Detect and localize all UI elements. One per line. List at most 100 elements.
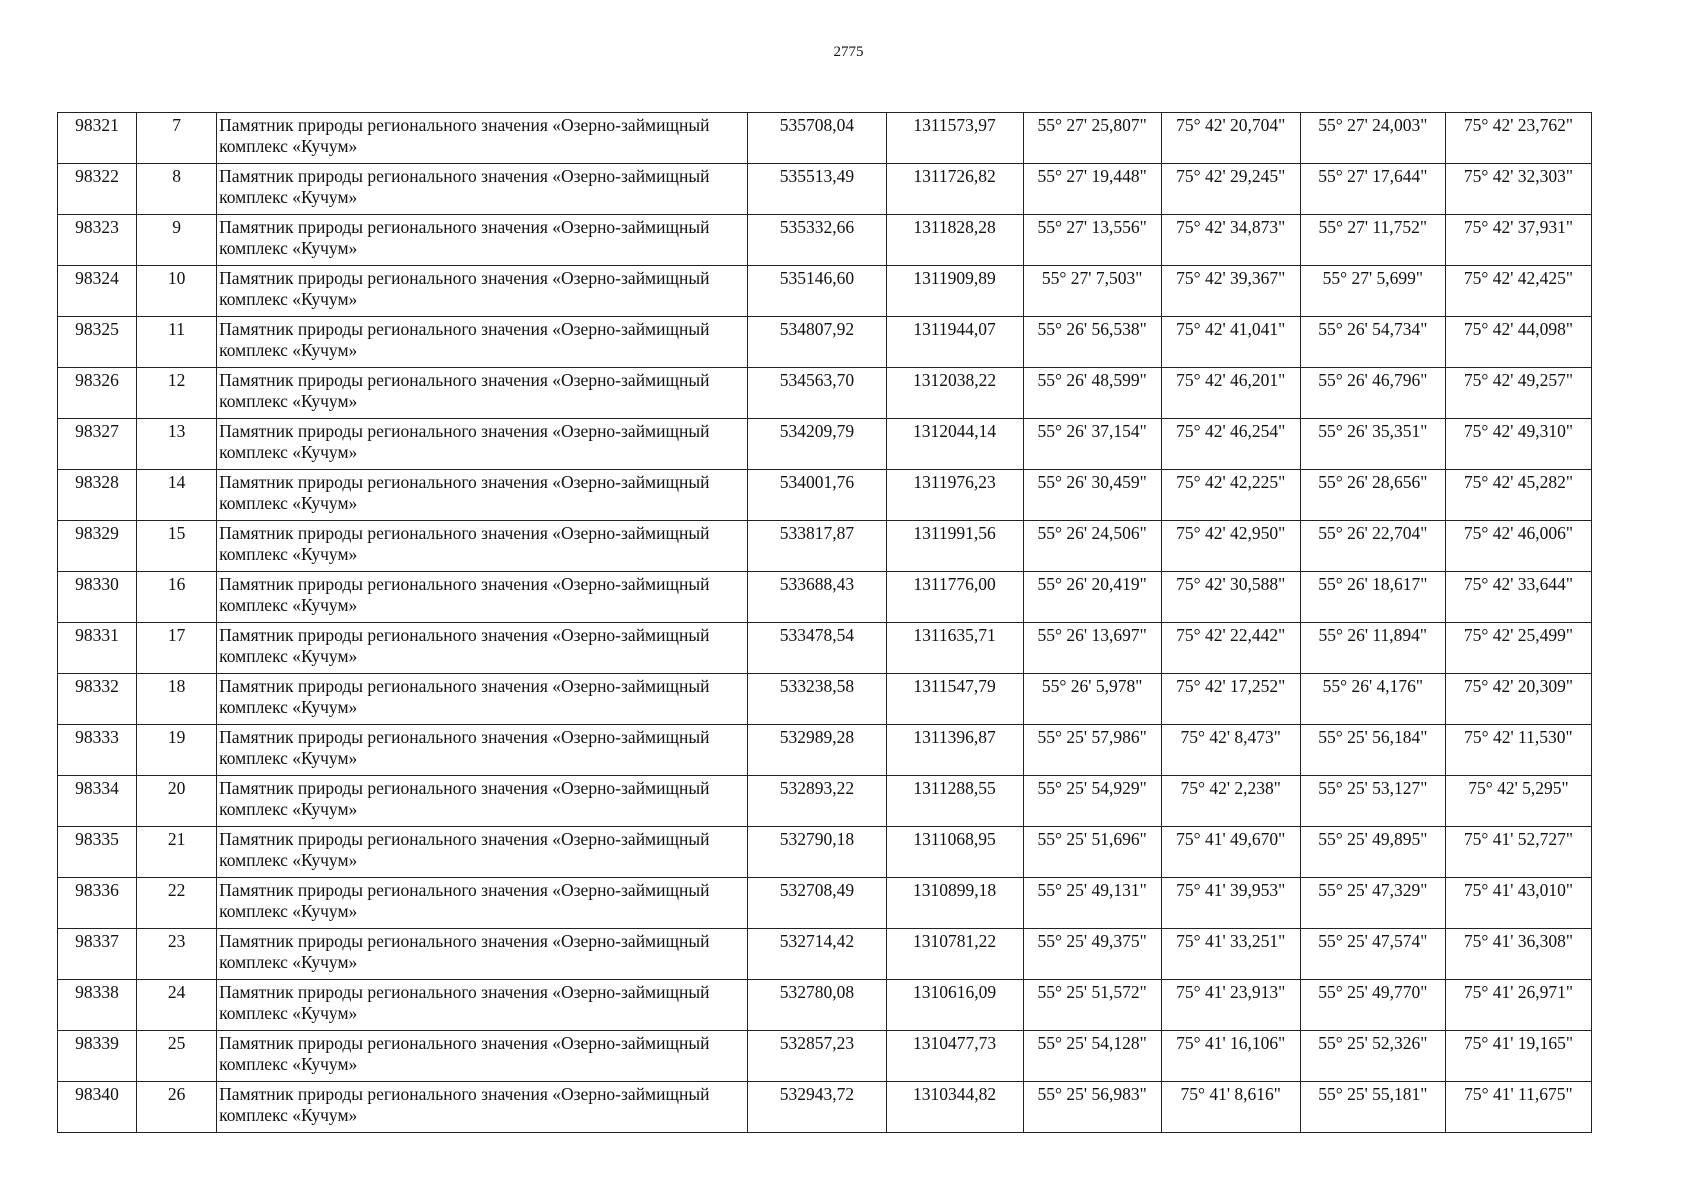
table-row: 98324 10 Памятник природы регионального зн… xyxy=(56,265,1593,317)
object-name-cell: Памятник природы регионального значения … xyxy=(216,826,749,878)
x-coordinate-cell: 532790,18 xyxy=(747,826,887,878)
x-coordinate-cell: 535513,49 xyxy=(747,163,887,215)
table-row: 98328 14 Памятник природы регионального зн… xyxy=(56,469,1593,521)
longitude-2-cell: 75° 42' 49,310" xyxy=(1444,418,1593,470)
object-name-cell: Памятник природы регионального значения … xyxy=(216,265,749,317)
longitude-1-cell: 75° 41' 49,670" xyxy=(1160,826,1301,878)
longitude-1-cell: 75° 42' 29,245" xyxy=(1160,163,1301,215)
latitude-2-cell: 55° 27' 5,699" xyxy=(1299,265,1446,317)
longitude-2-cell: 75° 41' 36,308" xyxy=(1444,928,1593,980)
object-name-cell: Памятник природы регионального значения … xyxy=(216,367,749,419)
point-number-cell: 13 xyxy=(136,418,218,470)
longitude-2-cell: 75° 41' 43,010" xyxy=(1444,877,1593,929)
y-coordinate-cell: 1311909,89 xyxy=(885,265,1024,317)
latitude-2-cell: 55° 26' 54,734" xyxy=(1299,316,1446,368)
point-number-cell: 20 xyxy=(136,775,218,827)
object-name-cell: Памятник природы регионального значения … xyxy=(216,214,749,266)
longitude-1-cell: 75° 41' 39,953" xyxy=(1160,877,1301,929)
coordinates-table: 98321 7 Памятник природы регионального зна… xyxy=(56,112,1593,1133)
x-coordinate-cell: 532780,08 xyxy=(747,979,887,1031)
object-name-cell: Памятник природы регионального значения … xyxy=(216,163,749,215)
table-row: 98335 21 Памятник природы регионального зн… xyxy=(56,826,1593,878)
latitude-2-cell: 55° 25' 49,895" xyxy=(1299,826,1446,878)
latitude-2-cell: 55° 25' 52,326" xyxy=(1299,1030,1446,1082)
object-name-cell: Памятник природы регионального значения … xyxy=(216,622,749,674)
x-coordinate-cell: 534807,92 xyxy=(747,316,887,368)
y-coordinate-cell: 1311828,28 xyxy=(885,214,1024,266)
latitude-2-cell: 55° 27' 17,644" xyxy=(1299,163,1446,215)
longitude-1-cell: 75° 42' 30,588" xyxy=(1160,571,1301,623)
table-row: 98329 15 Памятник природы регионального зн… xyxy=(56,520,1593,572)
point-number-cell: 11 xyxy=(136,316,218,368)
y-coordinate-cell: 1311944,07 xyxy=(885,316,1024,368)
longitude-2-cell: 75° 42' 46,006" xyxy=(1444,520,1593,572)
point-number-cell: 18 xyxy=(136,673,218,725)
longitude-1-cell: 75° 42' 42,225" xyxy=(1160,469,1301,521)
table-row: 98326 12 Памятник природы регионального зн… xyxy=(56,367,1593,419)
point-number-cell: 15 xyxy=(136,520,218,572)
record-id-cell: 98337 xyxy=(56,928,138,980)
table-row: 98338 24 Памятник природы регионального зн… xyxy=(56,979,1593,1031)
latitude-2-cell: 55° 26' 46,796" xyxy=(1299,367,1446,419)
object-name-cell: Памятник природы регионального значения … xyxy=(216,724,749,776)
x-coordinate-cell: 532714,42 xyxy=(747,928,887,980)
latitude-1-cell: 55° 27' 25,807" xyxy=(1022,112,1162,164)
table-row: 98331 17 Памятник природы регионального зн… xyxy=(56,622,1593,674)
longitude-1-cell: 75° 42' 17,252" xyxy=(1160,673,1301,725)
longitude-1-cell: 75° 42' 42,950" xyxy=(1160,520,1301,572)
table-row: 98336 22 Памятник природы регионального зн… xyxy=(56,877,1593,929)
latitude-2-cell: 55° 25' 56,184" xyxy=(1299,724,1446,776)
longitude-2-cell: 75° 42' 20,309" xyxy=(1444,673,1593,725)
point-number-cell: 9 xyxy=(136,214,218,266)
y-coordinate-cell: 1311288,55 xyxy=(885,775,1024,827)
point-number-cell: 14 xyxy=(136,469,218,521)
longitude-2-cell: 75° 42' 25,499" xyxy=(1444,622,1593,674)
table-row: 98340 26 Памятник природы регионального зн… xyxy=(56,1081,1593,1133)
record-id-cell: 98338 xyxy=(56,979,138,1031)
point-number-cell: 10 xyxy=(136,265,218,317)
x-coordinate-cell: 534209,79 xyxy=(747,418,887,470)
latitude-1-cell: 55° 26' 24,506" xyxy=(1022,520,1162,572)
table-row: 98334 20 Памятник природы регионального зн… xyxy=(56,775,1593,827)
latitude-1-cell: 55° 26' 5,978" xyxy=(1022,673,1162,725)
point-number-cell: 23 xyxy=(136,928,218,980)
longitude-1-cell: 75° 42' 8,473" xyxy=(1160,724,1301,776)
longitude-1-cell: 75° 42' 2,238" xyxy=(1160,775,1301,827)
longitude-2-cell: 75° 41' 11,675" xyxy=(1444,1081,1593,1133)
point-number-cell: 8 xyxy=(136,163,218,215)
x-coordinate-cell: 535146,60 xyxy=(747,265,887,317)
latitude-2-cell: 55° 25' 49,770" xyxy=(1299,979,1446,1031)
y-coordinate-cell: 1311726,82 xyxy=(885,163,1024,215)
record-id-cell: 98332 xyxy=(56,673,138,725)
latitude-1-cell: 55° 27' 7,503" xyxy=(1022,265,1162,317)
record-id-cell: 98329 xyxy=(56,520,138,572)
record-id-cell: 98323 xyxy=(56,214,138,266)
table-row: 98327 13 Памятник природы регионального зн… xyxy=(56,418,1593,470)
latitude-1-cell: 55° 25' 49,375" xyxy=(1022,928,1162,980)
y-coordinate-cell: 1310616,09 xyxy=(885,979,1024,1031)
latitude-1-cell: 55° 26' 13,697" xyxy=(1022,622,1162,674)
latitude-2-cell: 55° 26' 28,656" xyxy=(1299,469,1446,521)
longitude-1-cell: 75° 41' 8,616" xyxy=(1160,1081,1301,1133)
x-coordinate-cell: 533688,43 xyxy=(747,571,887,623)
object-name-cell: Памятник природы регионального значения … xyxy=(216,469,749,521)
longitude-2-cell: 75° 41' 26,971" xyxy=(1444,979,1593,1031)
y-coordinate-cell: 1312038,22 xyxy=(885,367,1024,419)
table-row: 98323 9 Памятник природы регионального зна… xyxy=(56,214,1593,266)
longitude-1-cell: 75° 42' 39,367" xyxy=(1160,265,1301,317)
longitude-1-cell: 75° 42' 20,704" xyxy=(1160,112,1301,164)
point-number-cell: 12 xyxy=(136,367,218,419)
longitude-1-cell: 75° 41' 33,251" xyxy=(1160,928,1301,980)
latitude-2-cell: 55° 27' 24,003" xyxy=(1299,112,1446,164)
x-coordinate-cell: 533238,58 xyxy=(747,673,887,725)
object-name-cell: Памятник природы регионального значения … xyxy=(216,775,749,827)
y-coordinate-cell: 1312044,14 xyxy=(885,418,1024,470)
longitude-1-cell: 75° 42' 41,041" xyxy=(1160,316,1301,368)
table-row: 98322 8 Памятник природы регионального зна… xyxy=(56,163,1593,215)
y-coordinate-cell: 1311635,71 xyxy=(885,622,1024,674)
point-number-cell: 26 xyxy=(136,1081,218,1133)
record-id-cell: 98324 xyxy=(56,265,138,317)
latitude-1-cell: 55° 26' 56,538" xyxy=(1022,316,1162,368)
object-name-cell: Памятник природы регионального значения … xyxy=(216,673,749,725)
point-number-cell: 24 xyxy=(136,979,218,1031)
